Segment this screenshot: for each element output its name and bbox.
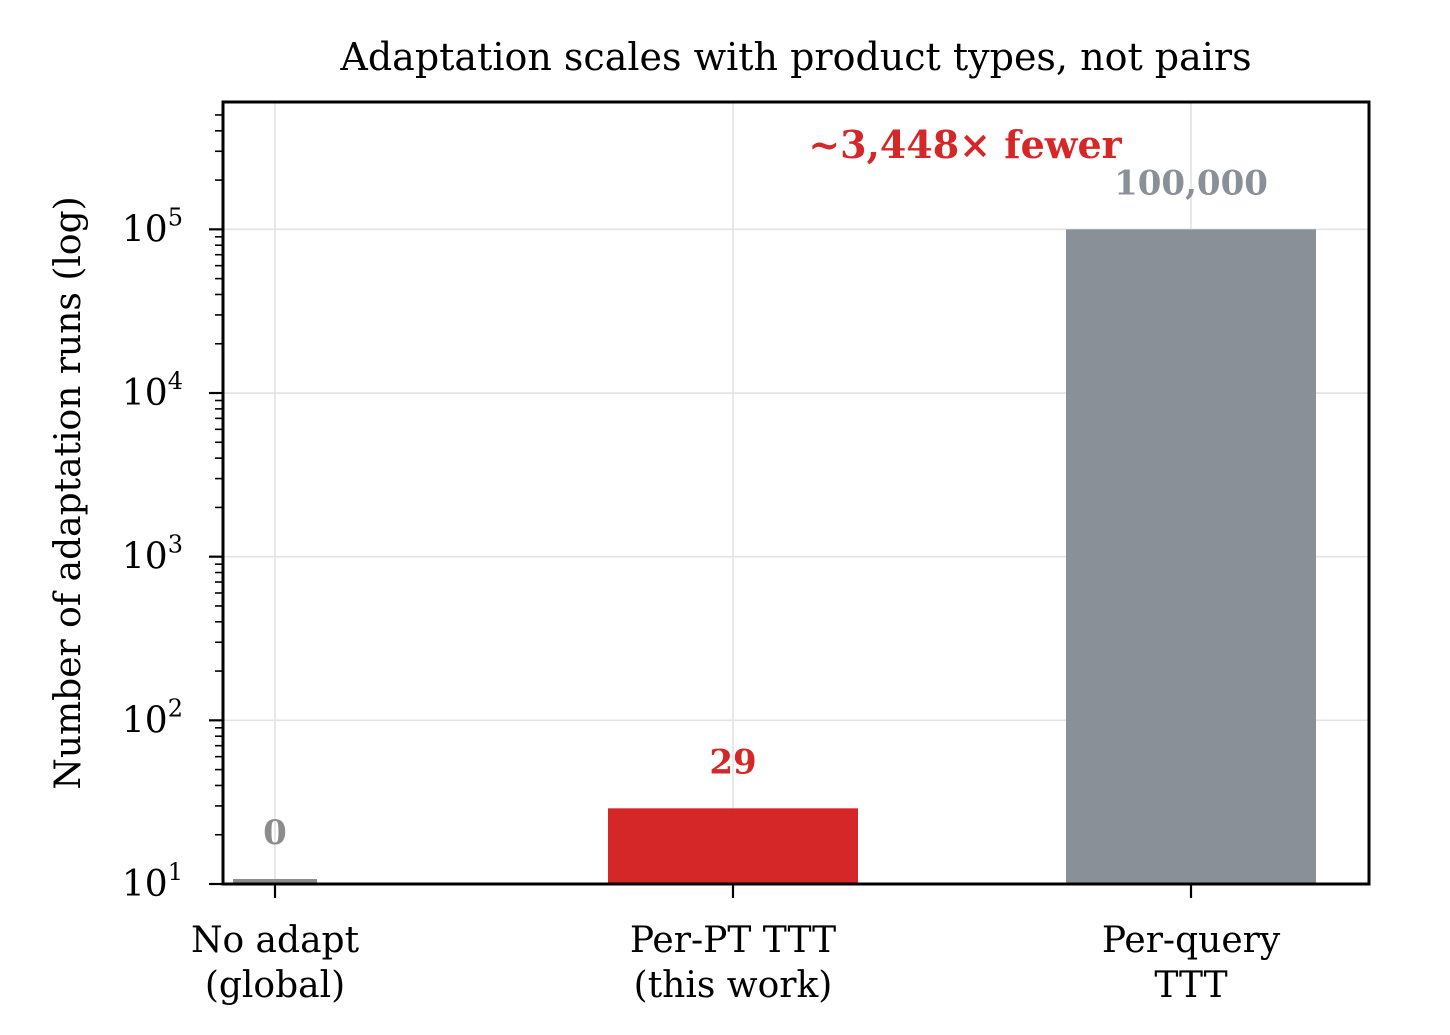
y-tick-label: 102 (122, 694, 183, 741)
bar-value-label: 100,000 (1114, 163, 1268, 203)
y-tick-label: 101 (122, 858, 183, 905)
axis-ticks: 101 102 103 104 105 No adapt(global) Per-PT TT… (122, 114, 1281, 1006)
chart-title: Adaptation scales with product types, no… (339, 35, 1251, 79)
bar-value-label: 29 (709, 742, 756, 782)
y-tick-label: 105 (122, 203, 183, 250)
y-axis-label: Number of adaptation runs (log) (48, 196, 89, 789)
bar (233, 879, 317, 884)
data-labels: 0 29 100,000 (263, 163, 1268, 853)
plot-frame (221, 100, 1371, 886)
y-tick-label: 103 (122, 531, 183, 578)
bars (233, 229, 1316, 884)
bar (1066, 229, 1316, 884)
x-tick-label: TTT (1154, 965, 1227, 1006)
x-tick-label: (global) (205, 965, 345, 1006)
y-tick-label: 104 (122, 367, 183, 414)
bar (608, 808, 858, 884)
x-tick-label: Per-query (1102, 920, 1281, 961)
x-tick-label: (this work) (634, 965, 833, 1006)
x-tick-label: No adapt (191, 920, 360, 961)
bar-value-label: 0 (263, 813, 287, 853)
x-tick-label: Per-PT TTT (630, 920, 836, 961)
reduction-annotation: ~3,448× fewer (808, 122, 1122, 167)
